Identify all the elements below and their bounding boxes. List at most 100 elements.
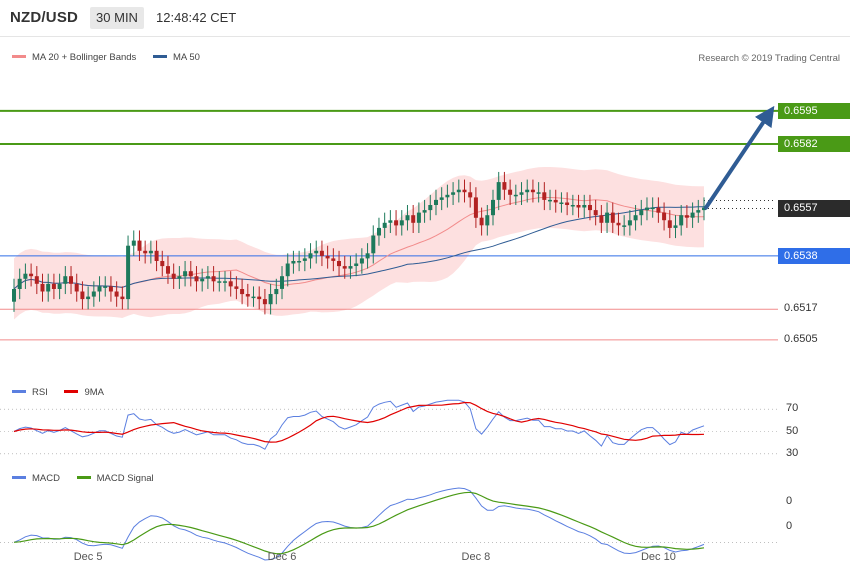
candle-body bbox=[679, 215, 684, 226]
candle-body bbox=[217, 281, 222, 283]
macd-signal-line bbox=[13, 491, 705, 555]
forecast-arrow bbox=[704, 105, 775, 210]
candle-body bbox=[473, 197, 478, 218]
rsi-line bbox=[13, 399, 705, 450]
rsi-ma-legend-swatch bbox=[64, 389, 79, 393]
signal-legend-swatch bbox=[76, 475, 91, 479]
candle-body bbox=[382, 222, 387, 228]
ma50-legend-swatch bbox=[152, 54, 167, 58]
candle-body bbox=[434, 199, 438, 205]
candle-body bbox=[97, 286, 102, 292]
rsi-legend-swatch bbox=[12, 389, 26, 393]
candle-body bbox=[91, 291, 96, 297]
candle-body bbox=[605, 212, 610, 223]
candle-body bbox=[399, 220, 404, 226]
candle-body bbox=[359, 258, 364, 264]
candle-body bbox=[268, 294, 273, 305]
candle-body bbox=[131, 240, 136, 246]
candle-body bbox=[194, 276, 199, 282]
rsi-tick-70: 70 bbox=[786, 402, 799, 415]
candle-body bbox=[411, 215, 416, 223]
candle-body bbox=[616, 222, 621, 226]
candle-body bbox=[17, 278, 22, 289]
candle-body bbox=[513, 194, 518, 197]
candle-body bbox=[120, 296, 125, 300]
candle-body bbox=[633, 215, 638, 221]
timeframe-badge[interactable]: 30 MIN bbox=[90, 7, 144, 29]
candle-body bbox=[148, 250, 153, 254]
bollinger-band bbox=[14, 167, 704, 320]
candle-body bbox=[211, 276, 216, 282]
candle-body bbox=[80, 291, 85, 300]
candle-body bbox=[297, 261, 302, 263]
candle-body bbox=[496, 182, 501, 200]
bb-legend-label: MA 20 + Bollinger Bands bbox=[32, 52, 137, 63]
macd-panel bbox=[0, 487, 778, 561]
candle-body bbox=[388, 220, 393, 223]
candle-body bbox=[251, 296, 256, 299]
candle-body bbox=[439, 197, 444, 200]
candle-body bbox=[525, 189, 530, 193]
candle-body bbox=[576, 205, 581, 208]
candle-body bbox=[702, 207, 706, 211]
candle-body bbox=[63, 276, 68, 284]
candle-body bbox=[240, 289, 245, 295]
candle-body bbox=[86, 296, 91, 300]
candle-body bbox=[342, 266, 347, 269]
level-tag-0-6538: 0.6538 bbox=[778, 247, 850, 264]
rsi-legend-label: RSI bbox=[32, 387, 48, 398]
candle-body bbox=[274, 289, 279, 295]
macd-legend-swatch bbox=[12, 475, 26, 479]
candle-body bbox=[114, 291, 119, 297]
header-divider bbox=[0, 36, 850, 37]
candle-body bbox=[684, 215, 689, 218]
candle-body bbox=[331, 258, 336, 261]
ma50-legend-label: MA 50 bbox=[172, 52, 200, 63]
candle-body bbox=[223, 281, 227, 283]
candle-body bbox=[582, 205, 587, 208]
candle-body bbox=[565, 202, 570, 205]
x-axis: Dec 5 Dec 6 Dec 8 Dec 10 bbox=[74, 551, 676, 563]
candle-body bbox=[291, 261, 296, 264]
candle-body bbox=[468, 192, 473, 198]
rsi-ma-line bbox=[13, 401, 705, 443]
x-label-dec-6: Dec 6 bbox=[268, 551, 297, 563]
symbol-title: NZD/USD bbox=[10, 9, 79, 26]
candle-body bbox=[508, 189, 513, 195]
candle-body bbox=[34, 276, 39, 284]
candle-body bbox=[627, 220, 632, 226]
candle-body bbox=[570, 205, 575, 207]
candle-body bbox=[228, 281, 233, 287]
candle-body bbox=[262, 299, 267, 305]
candle-body bbox=[610, 212, 615, 223]
candle-body bbox=[137, 240, 142, 251]
candle-body bbox=[645, 207, 649, 211]
candle-body bbox=[143, 250, 148, 254]
candle-body bbox=[377, 227, 381, 236]
candle-body bbox=[205, 276, 210, 279]
bb-legend-swatch bbox=[12, 54, 26, 58]
candle-body bbox=[519, 192, 524, 195]
x-label-dec-10: Dec 10 bbox=[641, 551, 676, 563]
candle-body bbox=[188, 271, 193, 277]
candle-body bbox=[445, 194, 450, 198]
candle-body bbox=[639, 210, 644, 216]
x-label-dec-8: Dec 8 bbox=[462, 551, 491, 563]
candle-body bbox=[46, 283, 51, 292]
candle-body bbox=[428, 205, 433, 211]
candle-body bbox=[553, 199, 558, 203]
candle-body bbox=[325, 255, 330, 259]
candle-body bbox=[588, 205, 592, 211]
candle-body bbox=[593, 210, 598, 216]
candle-body bbox=[245, 294, 250, 297]
candle-body bbox=[51, 283, 56, 289]
candle-body bbox=[177, 276, 182, 279]
candle-body bbox=[530, 189, 535, 193]
levels-layer bbox=[0, 109, 778, 341]
candle-body bbox=[422, 210, 427, 213]
candle-body bbox=[308, 253, 313, 259]
candle-body bbox=[183, 271, 188, 277]
candle-body bbox=[696, 210, 701, 213]
rsi-panel bbox=[0, 399, 778, 455]
